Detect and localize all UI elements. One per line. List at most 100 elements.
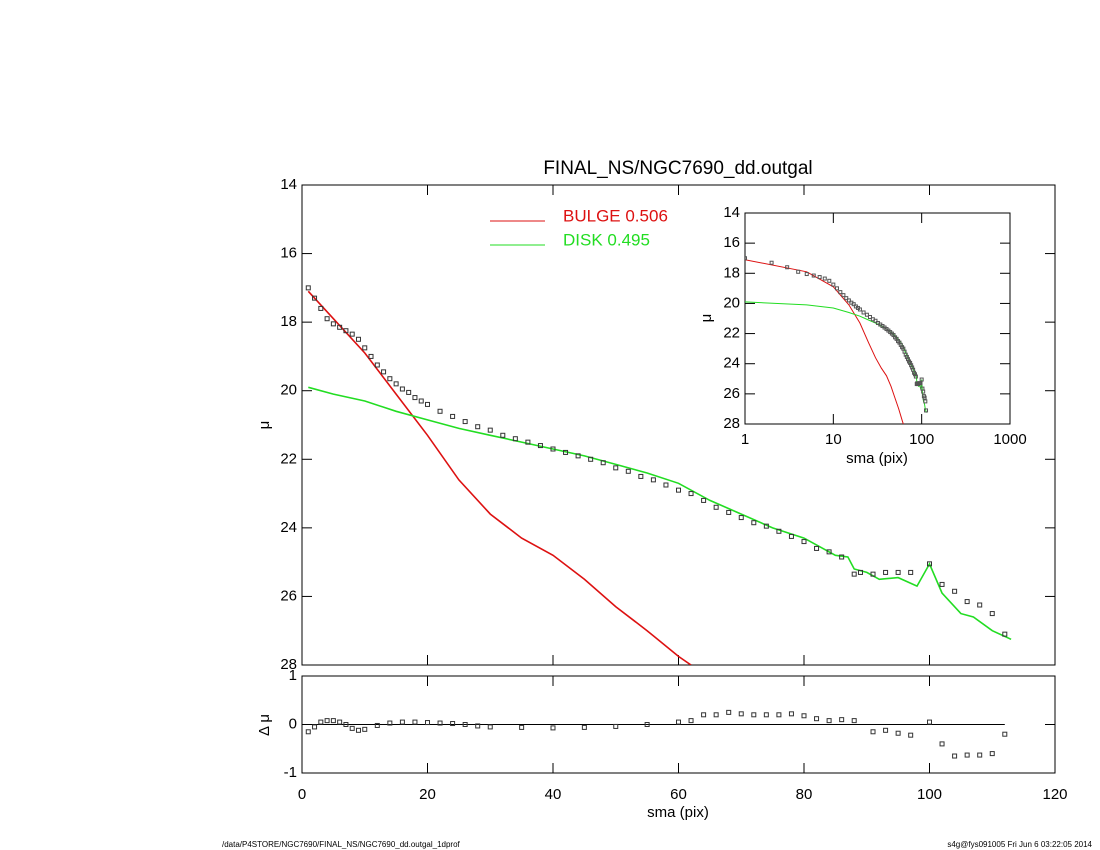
residual-point — [839, 717, 845, 723]
data-point — [776, 528, 782, 534]
inset-point — [867, 314, 872, 319]
x-tick-label: 1 — [741, 431, 749, 448]
model-line — [307, 290, 692, 665]
residual-point — [312, 724, 318, 730]
y-tick-label: 1 — [289, 667, 297, 684]
residual-point — [399, 719, 405, 725]
data-point — [713, 504, 719, 510]
data-point — [550, 446, 556, 452]
x-tick-label: 1000 — [993, 431, 1026, 448]
residual-point — [977, 752, 983, 758]
residual-point — [475, 723, 481, 729]
data-point — [412, 395, 418, 401]
residual-point — [788, 711, 794, 717]
y-tick-label: 16 — [723, 234, 740, 251]
residual-point — [726, 709, 732, 715]
x-tick-label: 80 — [796, 786, 813, 803]
data-point — [399, 386, 405, 392]
residual-point — [349, 725, 355, 731]
inset-point — [785, 265, 790, 270]
residual-point — [908, 732, 914, 738]
data-point — [676, 487, 681, 493]
x-tick-label: 0 — [298, 786, 306, 803]
x-tick-label: 40 — [545, 786, 562, 803]
inset-point — [817, 275, 822, 280]
inset-point — [922, 395, 927, 400]
inset-point — [861, 310, 866, 315]
x-tick-label: 100 — [917, 786, 942, 803]
inset-point — [844, 296, 849, 301]
inset-point — [923, 399, 928, 404]
residual-point — [713, 712, 719, 718]
residual-point — [895, 730, 901, 736]
data-point — [343, 328, 349, 334]
y-tick-label: 26 — [723, 385, 740, 402]
data-point — [349, 331, 355, 337]
residual-point — [814, 716, 820, 722]
residual-point — [763, 712, 769, 718]
y-tick-label: 14 — [723, 204, 740, 221]
data-point — [487, 427, 493, 433]
residual-point — [355, 727, 361, 733]
data-point — [393, 381, 399, 387]
data-point — [895, 569, 901, 575]
y-tick-label: 22 — [723, 325, 740, 342]
data-point — [588, 456, 594, 462]
data-point — [437, 408, 443, 414]
residual-point — [425, 720, 430, 726]
residual-point — [305, 729, 311, 735]
data-point — [977, 602, 983, 608]
data-point — [638, 473, 644, 479]
residual-point — [776, 712, 782, 718]
x-axis-label: sma (pix) — [647, 804, 709, 821]
residual-point — [437, 720, 443, 726]
data-point — [330, 321, 336, 327]
y-tick-label: 18 — [280, 313, 297, 330]
residual-point — [1002, 731, 1008, 737]
inset-point — [873, 318, 878, 323]
residual-point — [581, 724, 587, 730]
inset-point — [909, 363, 914, 368]
model-line — [308, 386, 1012, 641]
data-point — [500, 432, 506, 438]
residual-point — [343, 722, 349, 727]
data-point — [381, 369, 387, 375]
inset-point — [831, 282, 836, 287]
inset-point — [846, 298, 851, 303]
data-point — [374, 362, 380, 368]
inset-point — [822, 276, 827, 281]
data-point — [575, 453, 581, 459]
y-tick-label: -1 — [284, 764, 297, 781]
residual-point — [613, 723, 619, 729]
residual-point — [362, 726, 368, 732]
data-point — [839, 554, 845, 560]
inset-point — [769, 260, 774, 265]
legend-label: DISK 0.495 — [563, 230, 650, 249]
inset-point — [924, 408, 929, 413]
residual-point — [387, 720, 393, 726]
data-point — [851, 571, 857, 577]
data-point — [318, 305, 324, 311]
y-tick-label: 20 — [280, 382, 297, 399]
y-axis-label: Δ μ — [256, 714, 273, 736]
data-point — [312, 295, 318, 301]
y-tick-label: 0 — [289, 715, 297, 732]
data-point — [368, 353, 374, 359]
residual-point — [318, 719, 324, 725]
data-point — [387, 376, 393, 382]
data-point — [927, 561, 932, 567]
inset-point — [857, 307, 862, 312]
residual-point — [826, 718, 832, 724]
residual-point — [952, 753, 958, 759]
data-point — [418, 398, 424, 404]
legend-label: BULGE 0.506 — [563, 206, 668, 225]
y-tick-label: 20 — [723, 294, 740, 311]
data-point — [355, 336, 361, 342]
data-point — [475, 424, 481, 430]
residual-point — [701, 712, 707, 718]
data-point — [952, 588, 958, 594]
y-axis-label: μ — [256, 421, 273, 430]
y-tick-label: 16 — [280, 245, 297, 262]
residual-point — [939, 741, 945, 747]
